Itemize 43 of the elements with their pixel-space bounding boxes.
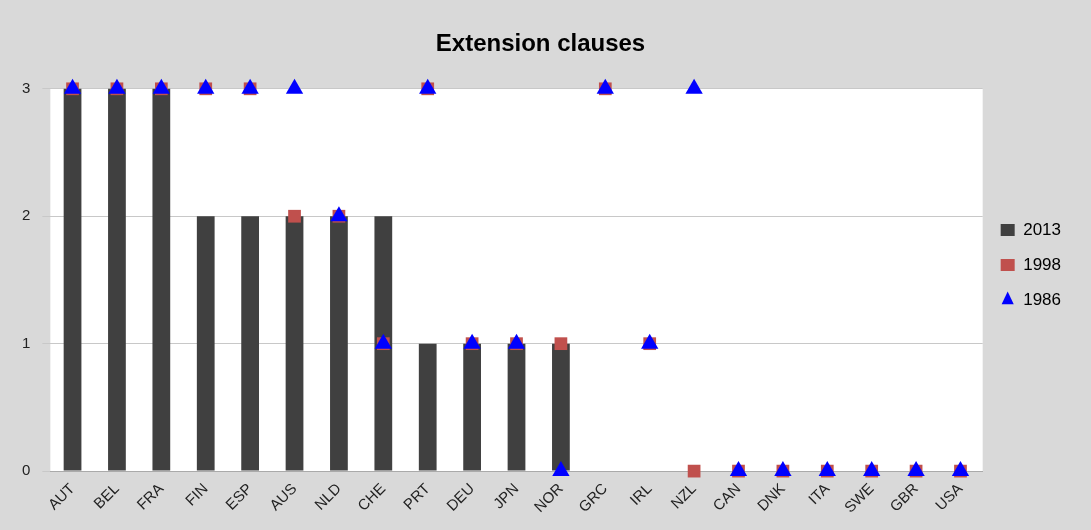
legend-label: 1986 (1023, 289, 1062, 309)
bar (374, 216, 393, 471)
bar (418, 343, 437, 471)
bar (463, 343, 481, 471)
point (285, 78, 304, 94)
x-tick-label: IRL (626, 479, 655, 509)
point (241, 78, 259, 94)
x-tick-label: FIN (181, 479, 211, 509)
point (374, 333, 392, 349)
point (152, 78, 170, 94)
bar (152, 88, 171, 471)
point (463, 333, 481, 349)
bar (241, 216, 260, 471)
x-tick-label: ITA (804, 479, 833, 508)
y-tick-label: 0 (22, 461, 31, 479)
point (108, 78, 126, 94)
legend-label: 2013 (1023, 219, 1062, 239)
bar (507, 343, 526, 471)
x-tick-label: NZL (667, 479, 700, 512)
bar (196, 216, 215, 471)
point (641, 333, 659, 349)
bar (108, 88, 126, 471)
bar (63, 88, 82, 471)
x-tick-label: USA (931, 479, 966, 514)
y-tick-label: 2 (22, 206, 31, 224)
point (552, 461, 570, 477)
point (554, 337, 568, 351)
y-tick-label: 1 (22, 333, 31, 351)
legend-label: 1998 (1023, 254, 1062, 274)
bar (552, 343, 570, 471)
chart-title: Extension clauses (435, 29, 646, 57)
x-tick-label: BEL (89, 479, 122, 512)
bar (330, 216, 348, 471)
point (288, 209, 301, 223)
x-tick-label: FRA (133, 479, 167, 513)
point (419, 78, 437, 94)
point (63, 78, 82, 94)
point (197, 78, 215, 94)
point (507, 333, 526, 349)
bar (285, 216, 304, 471)
point (596, 78, 614, 94)
y-tick-label: 3 (22, 78, 31, 96)
point (685, 78, 703, 94)
